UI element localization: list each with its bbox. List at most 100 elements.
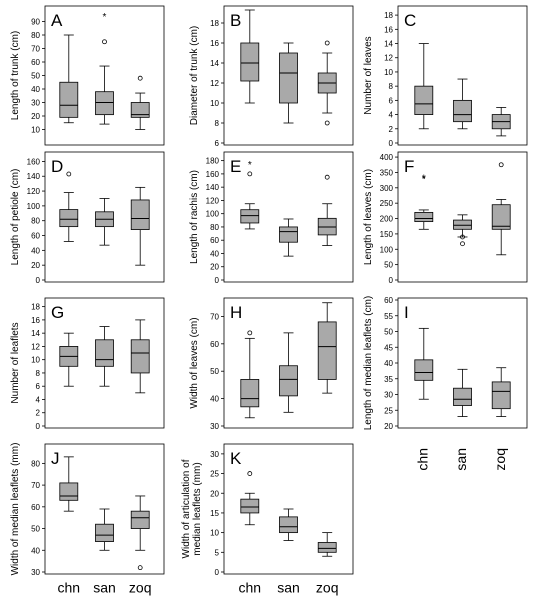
- panel-letter: C: [404, 11, 416, 30]
- y-tick-label: 60: [384, 296, 393, 305]
- iqr-box: [279, 226, 298, 243]
- box-zoq: [491, 162, 511, 256]
- y-tick-label: 2: [389, 125, 394, 134]
- iqr-box: [414, 85, 434, 115]
- iqr-box: [130, 339, 150, 374]
- y-tick-label: 20: [210, 489, 219, 498]
- box-chn: [59, 456, 79, 512]
- y-tick-label: 60: [31, 58, 40, 67]
- panel-f: F 0 50 100 150 200 250 300 350 400 Length of leave…: [363, 151, 528, 285]
- y-axis-title: median leaflets (mm): [192, 462, 203, 555]
- extreme-point: *: [422, 174, 426, 185]
- iqr-box: [95, 91, 114, 116]
- y-tick-label: 160: [27, 157, 41, 166]
- y-tick-label: 15: [210, 509, 219, 518]
- panel-letter: E: [230, 157, 241, 176]
- y-tick-label: 350: [380, 168, 394, 177]
- box-zoq: [130, 75, 150, 130]
- iqr-box: [491, 204, 511, 230]
- y-tick-label: 30: [384, 391, 393, 400]
- y-tick-label: 14: [384, 40, 393, 49]
- box-chn: [240, 330, 260, 419]
- y-tick-label: 120: [27, 187, 41, 196]
- box-chn: *: [240, 160, 260, 230]
- box-san: [95, 198, 114, 246]
- y-tick-label: 18: [31, 303, 40, 312]
- panel-k: K 0 5 10 15 20 25 30 Width of articulation of med…: [181, 443, 354, 577]
- panel-letter: J: [51, 449, 60, 468]
- outlier-point: [324, 40, 330, 46]
- y-tick-label: 8: [36, 369, 41, 378]
- outlier-point: [498, 162, 504, 168]
- iqr-box: [130, 510, 150, 529]
- box-chn: [240, 9, 260, 104]
- y-tick-label: 50: [31, 525, 40, 534]
- y-tick-label: 200: [380, 215, 394, 224]
- panel-letter: D: [51, 157, 63, 176]
- y-tick-label: 60: [210, 236, 219, 245]
- y-tick-label: 0: [215, 276, 220, 285]
- iqr-box: [59, 81, 79, 118]
- y-tick-label: 40: [31, 546, 40, 555]
- y-tick-label: 5: [215, 548, 220, 557]
- y-tick-label: 20: [384, 422, 393, 431]
- y-tick-label: 6: [36, 382, 41, 391]
- extreme-point: *: [103, 12, 107, 23]
- y-tick-label: 4: [389, 111, 394, 120]
- y-tick-label: 16: [384, 25, 393, 34]
- iqr-box: [240, 42, 260, 82]
- box-zoq: [130, 319, 150, 394]
- iqr-box: [279, 516, 298, 534]
- box-chn: **: [414, 174, 434, 230]
- iqr-box: [130, 102, 150, 118]
- y-tick-label: 70: [31, 481, 40, 490]
- y-tick-label: 50: [384, 261, 393, 270]
- outlier-point: [137, 75, 143, 81]
- y-axis-title: Number of leaflets: [10, 322, 21, 403]
- y-tick-label: 18: [210, 19, 219, 28]
- box-chn: [240, 471, 260, 526]
- group-label-zoq: zoq: [316, 579, 339, 595]
- y-tick-label: 40: [210, 249, 219, 258]
- y-tick-label: 12: [384, 54, 393, 63]
- box-chn: [414, 43, 434, 130]
- iqr-box: [453, 99, 472, 123]
- y-tick-label: 180: [206, 157, 220, 166]
- panel-letter: K: [230, 449, 242, 468]
- y-tick-label: 10: [31, 126, 40, 135]
- iqr-box: [240, 379, 260, 408]
- y-tick-label: 50: [210, 367, 219, 376]
- outlier-point: [66, 171, 72, 177]
- y-tick-label: 45: [384, 343, 393, 352]
- iqr-box: [317, 542, 337, 553]
- y-tick-label: 80: [210, 223, 219, 232]
- panel-h: H 30 40 50 60 70 Width of leaves (cm): [189, 297, 354, 431]
- y-tick-label: 80: [31, 459, 40, 468]
- y-tick-label: 70: [31, 45, 40, 54]
- y-tick-label: 100: [380, 245, 394, 254]
- iqr-box: [59, 209, 79, 228]
- iqr-box: [414, 211, 434, 223]
- y-tick-label: 250: [380, 199, 394, 208]
- box-chn: [414, 327, 434, 400]
- y-tick-label: 50: [384, 328, 393, 337]
- box-zoq: [491, 107, 511, 137]
- box-zoq: [317, 40, 337, 126]
- outlier-point: [247, 330, 253, 336]
- y-tick-label: 0: [389, 139, 394, 148]
- y-axis-title: Diameter of trunk (cm): [189, 26, 200, 125]
- outlier-point: [247, 171, 253, 177]
- y-tick-label: 0: [36, 422, 41, 431]
- group-label-san: san: [93, 579, 116, 595]
- y-axis-title: Width of leaves (cm): [189, 317, 200, 408]
- y-axis-title: Length of leaves (cm): [363, 169, 374, 265]
- y-tick-label: 20: [31, 112, 40, 121]
- y-tick-label: 14: [210, 59, 219, 68]
- y-tick-label: 140: [27, 172, 41, 181]
- extreme-point: *: [248, 160, 252, 171]
- outlier-point: [460, 234, 465, 240]
- box-san: [279, 218, 298, 257]
- box-zoq: [317, 302, 337, 394]
- y-tick-label: 12: [210, 79, 219, 88]
- box-san: *: [95, 12, 114, 125]
